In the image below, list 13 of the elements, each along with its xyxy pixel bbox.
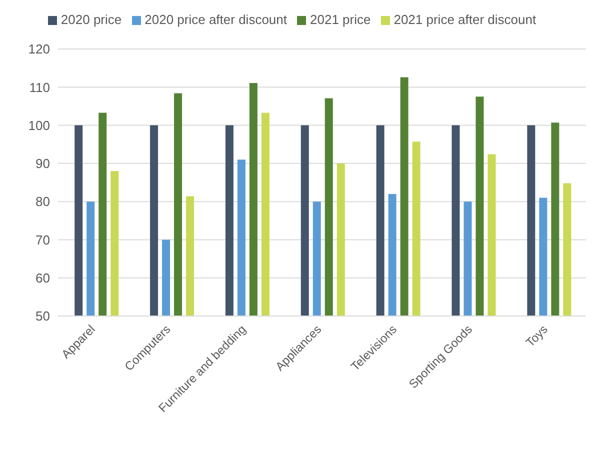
x-tick-label: Toys (523, 322, 550, 350)
y-tick-label: 110 (29, 80, 50, 95)
legend-label: 2020 price after discount (144, 12, 287, 27)
y-tick-label: 100 (28, 118, 50, 133)
y-tick-label: 60 (36, 270, 50, 286)
y-tick-label: 70 (36, 232, 50, 248)
y-tick-label: 50 (36, 308, 50, 324)
legend-label: 2021 price (310, 12, 371, 27)
y-tick-label: 80 (36, 194, 50, 210)
legend-label: 2020 price (60, 12, 122, 27)
y-tick-label: 120 (28, 42, 50, 57)
y-tick-label: 90 (36, 156, 50, 172)
legend-label: 2021 price after discount (394, 12, 536, 27)
